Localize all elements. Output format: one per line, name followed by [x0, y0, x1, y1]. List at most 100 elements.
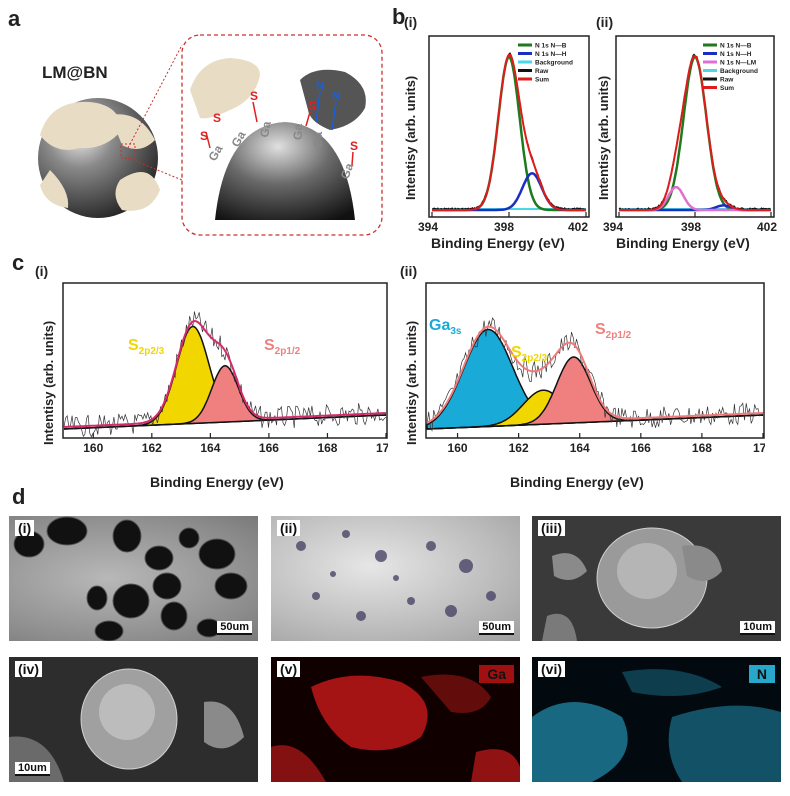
- ga-atom-label: Ga: [291, 124, 305, 140]
- ga-atom-label: Ga: [338, 161, 357, 181]
- panel-a-schematic: LM@BN S S S S S N N Ga Ga Ga Ga Ga Ga: [10, 30, 390, 245]
- legend-label: Sum: [720, 85, 734, 92]
- annot-ga3s-subscript: 3s: [450, 326, 462, 337]
- b-ii-xlabel: Binding Energy (eV): [616, 235, 750, 251]
- b-ii-xtick-394: 394: [603, 220, 624, 234]
- legend-label: Background: [535, 60, 573, 67]
- zoom-box: [181, 34, 383, 236]
- series-raw: [618, 53, 772, 211]
- annot-s2p1-2: S2p1/2: [264, 337, 301, 357]
- x-tick-label: 160: [448, 441, 468, 455]
- panel-label-a: a: [8, 6, 21, 31]
- annot-s2p1-2: S2p1/2: [595, 321, 632, 341]
- b-i-xtick-398: 398: [494, 220, 515, 234]
- b-i-xtick-394: 394: [418, 220, 439, 234]
- lm-surface: [215, 122, 355, 220]
- legend-label: N 1s N—B: [720, 43, 752, 50]
- series-n-s-n-b: [432, 55, 586, 212]
- s-atom-label: S: [200, 129, 208, 143]
- x-tick-label: 170: [753, 441, 765, 455]
- panel-b-i-ylabel: Intentisy (arb. units): [403, 75, 418, 200]
- panel-label-c: c: [12, 250, 25, 275]
- d-i-scalebar: 50um: [217, 621, 252, 635]
- d-v-element-badge: Ga: [479, 665, 514, 683]
- annot-s2p1-2-subscript: 2p1/2: [275, 346, 301, 357]
- ga-atom-label: Ga: [311, 132, 325, 148]
- image-d-iv: (iv) 10um: [9, 657, 258, 782]
- x-tick-label: 162: [509, 441, 529, 455]
- annot-s2p2-3-subscript: 2p2/3: [522, 353, 548, 364]
- x-tick-label: 164: [570, 441, 590, 455]
- legend-label: Background: [720, 68, 758, 75]
- x-tick-label: 164: [200, 441, 220, 455]
- peak-s2p1-2: [426, 356, 764, 430]
- legend-label: N 1s N—H: [720, 51, 752, 58]
- x-tick-label: 166: [631, 441, 651, 455]
- b-i-xtick-402: 402: [568, 220, 589, 234]
- lm-bn-schematic: LM@BN S S S S S N N Ga Ga Ga Ga Ga Ga: [38, 34, 383, 236]
- panel-c-ii-label: (ii): [400, 263, 418, 279]
- image-d-v: (v) Ga: [271, 657, 520, 782]
- s-atom-label: S: [350, 139, 358, 153]
- x-tick-label: 162: [142, 441, 162, 455]
- peak-s2p1-2: [63, 364, 387, 430]
- b-ii-xtick-398: 398: [681, 220, 702, 234]
- series-envelope: [426, 325, 764, 424]
- x-tick-label: 168: [692, 441, 712, 455]
- legend-label: Sum: [535, 77, 549, 84]
- annot-ga3s: Ga3s: [429, 317, 462, 337]
- series-sum: [432, 53, 586, 211]
- series-raw: [431, 52, 587, 212]
- d-i-label: (i): [15, 520, 35, 536]
- legend-label: N 1s N—LM: [720, 60, 756, 67]
- s-atom-label: S: [250, 89, 258, 103]
- panel-b-ii-ylabel: Intentisy (arb. units): [596, 75, 611, 200]
- x-tick-label: 160: [83, 441, 103, 455]
- ga-atom-label: Ga: [257, 120, 274, 139]
- d-iv-scalebar: 10um: [15, 762, 50, 776]
- panel-label-b: b: [392, 4, 406, 29]
- annot-s2p2-3: S2p2/3: [128, 337, 165, 357]
- x-tick-label: 166: [259, 441, 279, 455]
- d-ii-label: (ii): [277, 520, 301, 536]
- c-i-xlabel: Binding Energy (eV): [150, 474, 284, 490]
- b-i-xlabel: Binding Energy (eV): [431, 235, 565, 251]
- series-n-s-n-lm: [619, 185, 771, 212]
- bn-flake-left: [190, 58, 260, 119]
- panel-b-ii-label: (ii): [596, 14, 614, 30]
- annot-s2p2-3-subscript: 2p2/3: [139, 346, 165, 357]
- panel-c-i-ylabel: Intentisy (arb. units): [41, 320, 56, 445]
- x-tick-label: 170: [376, 441, 388, 455]
- d-vi-label: (vi): [538, 661, 565, 677]
- s-atom-label: S: [308, 99, 316, 113]
- panel-label-d: d: [12, 484, 26, 509]
- panel-c-i-label: (i): [35, 263, 49, 279]
- panel-c-ii-ylabel: Intentisy (arb. units): [404, 320, 419, 445]
- x-tick-label: 168: [317, 441, 337, 455]
- image-d-ii: (ii) 50um: [271, 516, 520, 641]
- d-iii-scalebar: 10um: [740, 621, 775, 635]
- image-d-i: (i) 50um: [9, 516, 258, 641]
- d-vi-element-badge: N: [748, 665, 775, 683]
- image-d-iii: (iii) 10um: [532, 516, 781, 641]
- n-atom-label: N: [332, 89, 341, 103]
- series-envelope: [63, 319, 387, 428]
- b-ii-xtick-402: 402: [757, 220, 778, 234]
- lm-bn-title: LM@BN: [42, 63, 108, 82]
- legend-label: Raw: [720, 77, 734, 84]
- d-iv-label: (iv): [15, 661, 42, 677]
- d-iii-label: (iii): [538, 520, 565, 536]
- n-atom-label: N: [316, 79, 325, 93]
- chart-c-i: 160 162 164 166 168 170 S2p2/3 S2p1/2: [62, 282, 388, 455]
- legend-label: N 1s N—H: [535, 51, 567, 58]
- annot-s2p1-2-subscript: 2p1/2: [606, 330, 632, 341]
- legend-label: N 1s N—B: [535, 43, 567, 50]
- d-ii-scalebar: 50um: [479, 621, 514, 635]
- series-n-s-n-b: [619, 55, 771, 212]
- s-atom-label: S: [213, 111, 221, 125]
- panel-b-i-label: (i): [404, 14, 418, 30]
- plot-frame: [62, 282, 388, 439]
